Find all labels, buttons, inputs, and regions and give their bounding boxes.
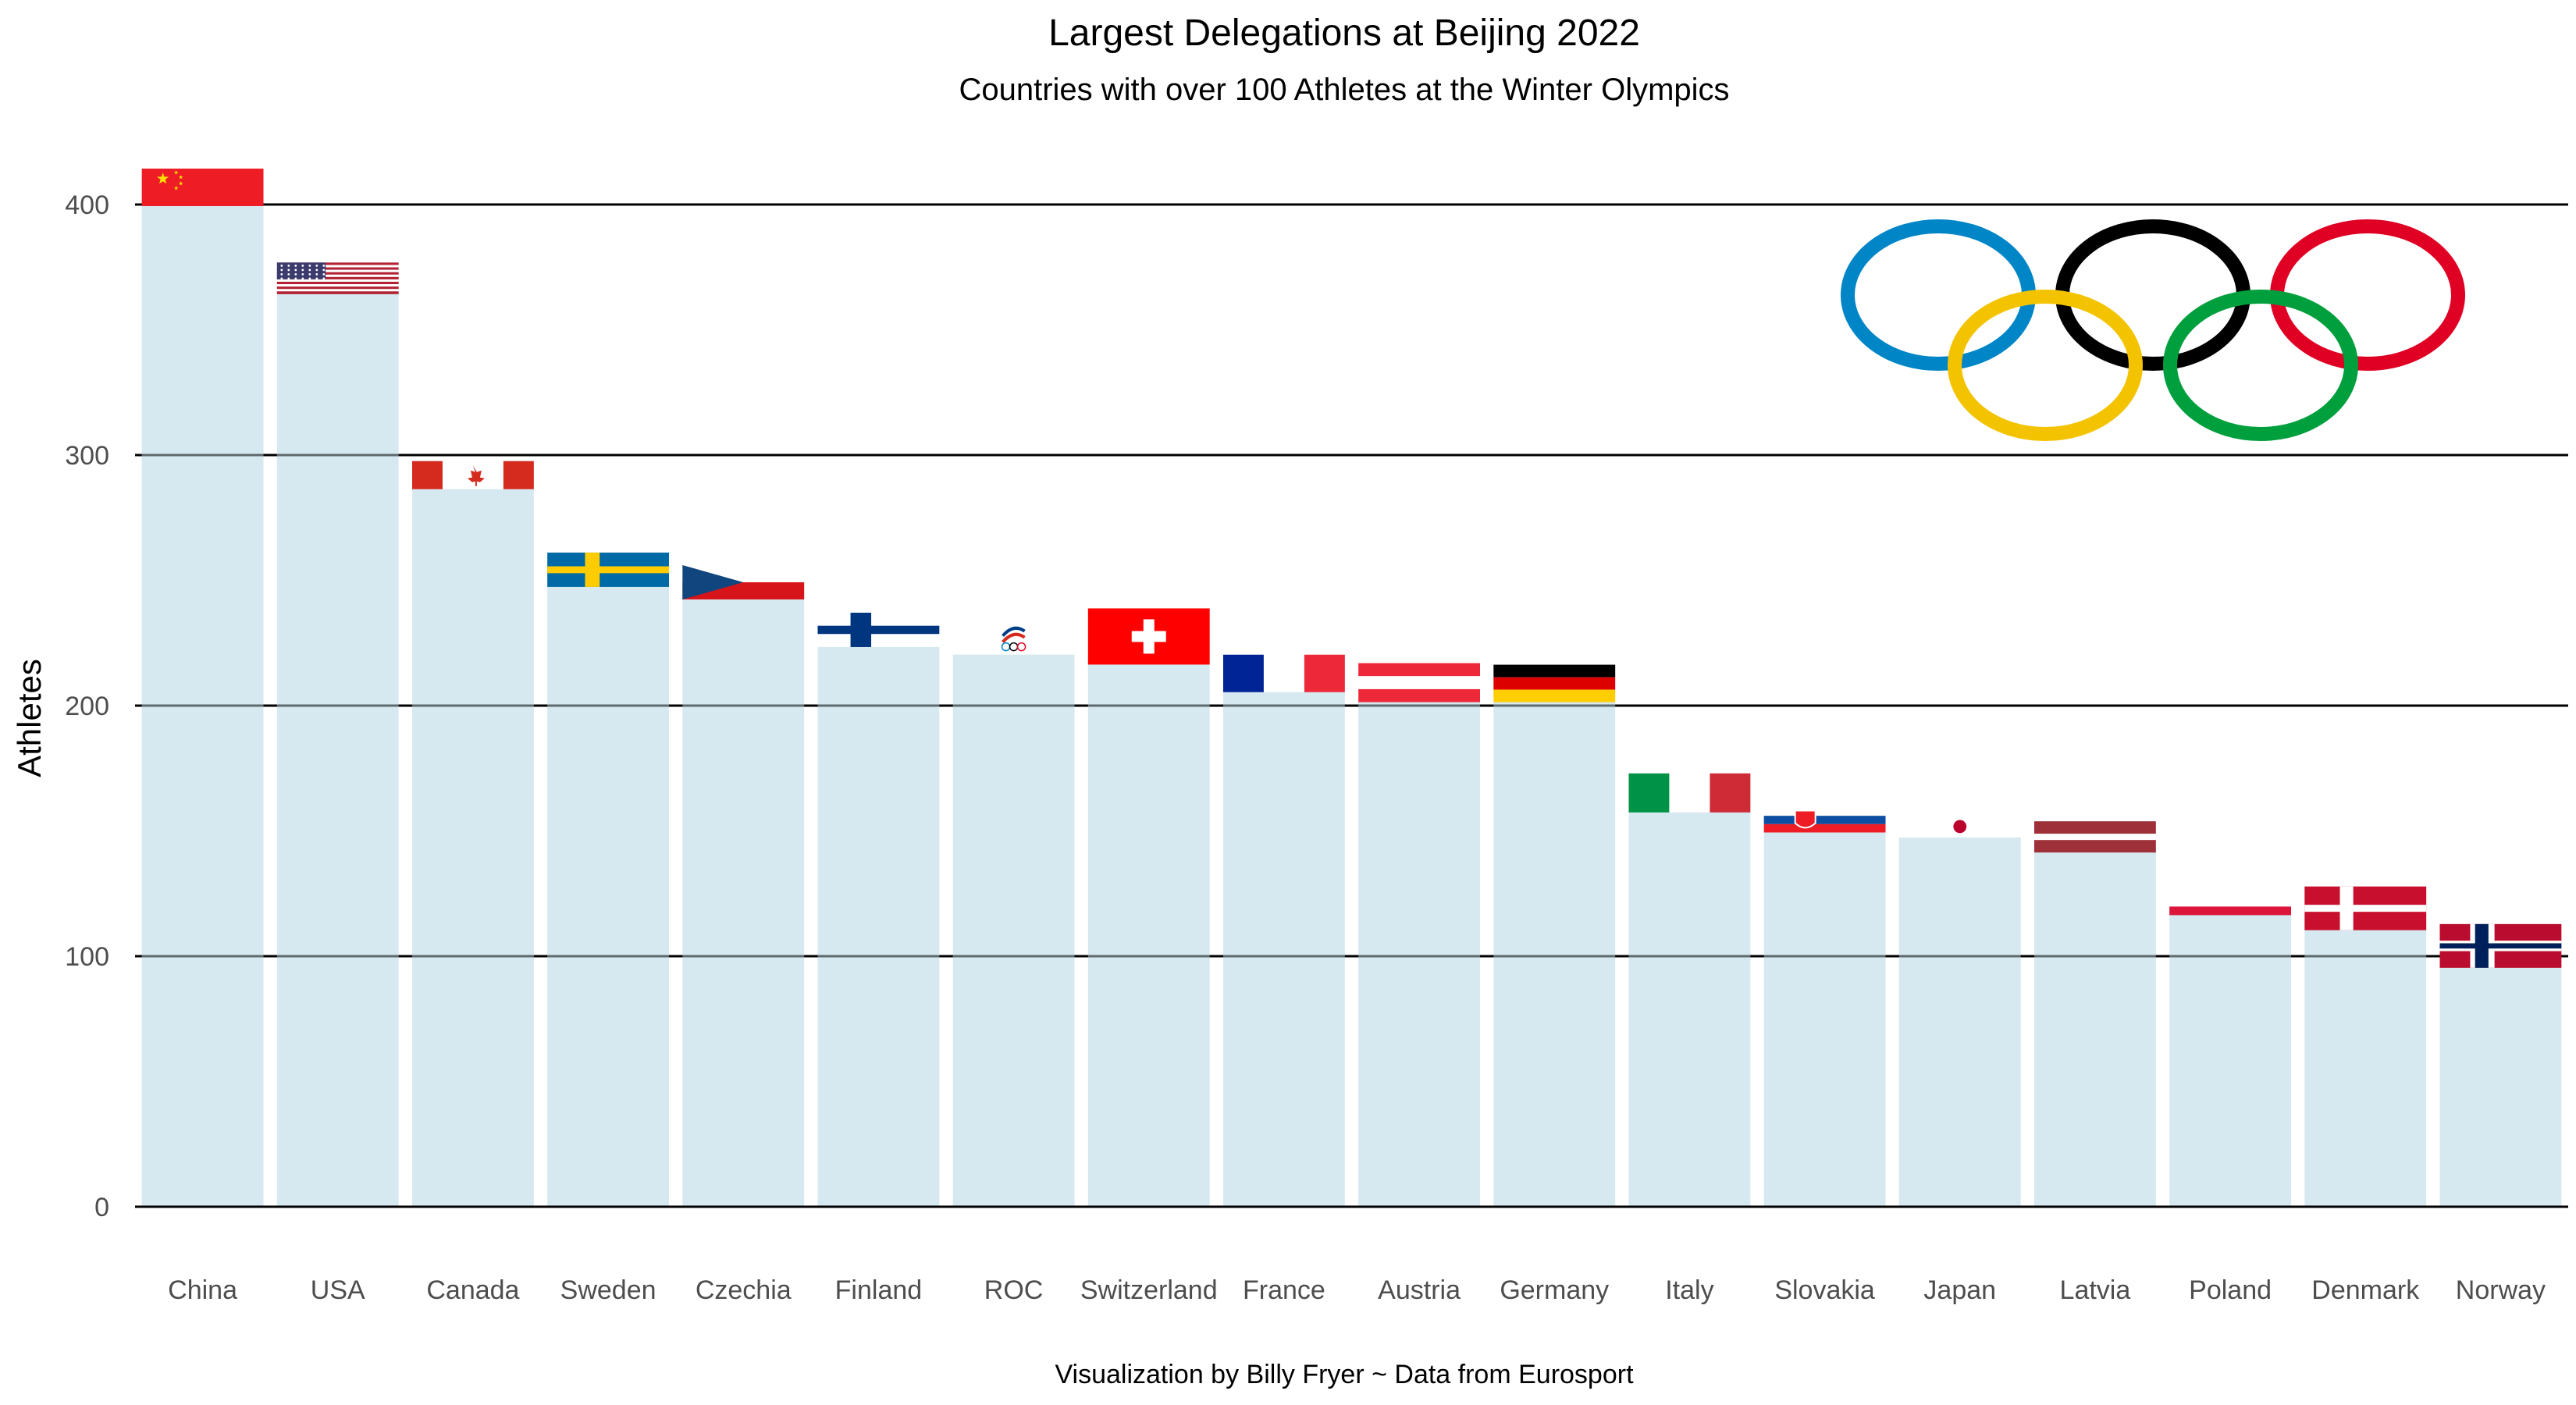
flag-norway-icon [2439,923,2562,968]
x-tick-label: China [168,1275,237,1305]
bar-germany [1493,700,1616,1207]
flag-china-icon [141,169,264,206]
flag-canada-icon [411,461,534,489]
y-tick-label: 100 [65,942,109,972]
bar-switzerland [1087,663,1210,1207]
y-tick-label: 200 [65,692,109,721]
x-tick-label: Sweden [560,1275,656,1305]
x-tick-label: Latvia [2060,1275,2131,1305]
bar-norway [2439,966,2562,1207]
x-tick-label: ROC [984,1275,1044,1305]
x-tick-label: Poland [2189,1275,2272,1305]
bar-slovakia [1763,831,1886,1207]
flag-finland-icon [817,612,940,647]
flag-sweden-icon [547,552,670,587]
bar-austria [1358,700,1481,1207]
chart-subtitle: Countries with over 100 Athletes at the … [959,73,1729,107]
bar-france [1222,690,1345,1207]
ring-0 [1841,219,2036,371]
flag-france-icon [1222,654,1345,692]
bar-poland [2169,913,2292,1207]
bar-denmark [2304,928,2427,1207]
x-tick-label: Japan [1923,1275,1996,1305]
flag-italy-icon [1628,773,1751,813]
ring-2 [2270,219,2465,371]
flag-poland-icon [2169,898,2292,916]
flag-czechia-icon [682,564,805,599]
flag-japan-icon [1898,815,2021,838]
flag-germany-icon [1493,664,1616,702]
bar-canada [411,487,534,1207]
bar-czechia [682,597,805,1207]
ring-1 [2055,219,2250,371]
flag-usa-icon [276,262,399,294]
flags [141,169,2562,968]
bar-finland [817,645,940,1207]
x-tick-label: USA [311,1275,365,1305]
flag-switzerland-icon [1087,608,1210,665]
bar-roc [952,653,1075,1207]
chart-title: Largest Delegations at Beijing 2022 [1048,12,1640,54]
x-tick-label: Finland [835,1275,923,1305]
flag-austria-icon [1358,663,1481,702]
y-axis-label: Athletes [11,659,48,777]
bar-italy [1628,810,1751,1207]
x-tick-label: Slovakia [1774,1275,1875,1305]
bar-japan [1898,835,2021,1207]
x-tick-label: Denmark [2311,1275,2420,1305]
x-tick-label: Czechia [696,1275,792,1305]
bar-usa [276,292,399,1208]
flag-latvia-icon [2033,821,2156,853]
x-tick-label: Austria [1378,1275,1461,1305]
y-axis-ticks: 0 100 200 300 400 [65,190,109,1222]
x-tick-label: France [1243,1275,1325,1305]
x-axis-ticks: China USA Canada Sweden Czechia Finland ROC Swi… [168,1275,2546,1305]
ring-4 [2163,290,2358,441]
x-tick-label: Italy [1665,1275,1713,1305]
x-tick-label: Switzerland [1080,1275,1218,1305]
y-tick-label: 400 [65,190,109,220]
x-tick-label: Canada [426,1275,519,1305]
bar-latvia [2033,851,2156,1207]
y-tick-label: 300 [65,441,109,471]
olympic-rings-logo [1841,219,2465,441]
flag-denmark-icon [2304,886,2427,930]
chart-caption: Visualization by Billy Fryer ~ Data from… [1055,1360,1634,1389]
bar-sweden [547,585,670,1207]
y-tick-label: 0 [94,1193,109,1222]
x-tick-label: Norway [2456,1275,2546,1305]
flag-slovakia-icon [1763,807,1886,833]
flag-roc-icon [952,623,1075,655]
bars [135,203,2568,1208]
x-tick-label: Germany [1500,1275,1609,1305]
ring-3 [1948,290,2143,441]
